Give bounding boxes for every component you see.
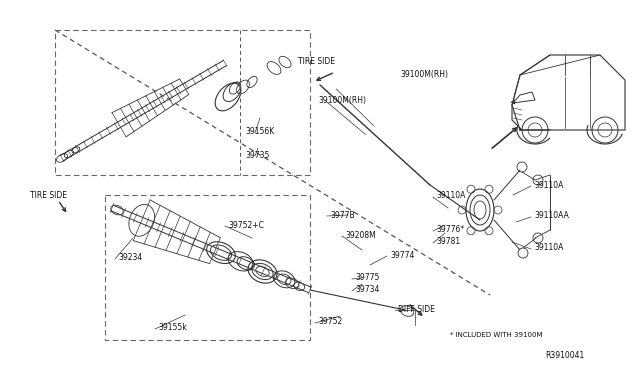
Text: 39234: 39234 — [118, 253, 142, 263]
Text: * INCLUDED WITH 39100M: * INCLUDED WITH 39100M — [450, 332, 543, 338]
Text: 39734: 39734 — [355, 285, 380, 295]
Text: 39100M(RH): 39100M(RH) — [400, 71, 448, 80]
Text: DIFF SIDE: DIFF SIDE — [398, 305, 435, 314]
Text: 39155k: 39155k — [158, 324, 187, 333]
Text: 39110A: 39110A — [534, 244, 563, 253]
Text: 39775: 39775 — [355, 273, 380, 282]
Text: 39110AA: 39110AA — [534, 212, 569, 221]
Text: 39752+C: 39752+C — [228, 221, 264, 230]
Text: 39208M: 39208M — [345, 231, 376, 240]
Text: 39110A: 39110A — [534, 180, 563, 189]
Text: 39776*: 39776* — [436, 225, 464, 234]
Text: R3910041: R3910041 — [545, 350, 584, 359]
Text: 3977B: 3977B — [330, 211, 355, 219]
Text: 39752: 39752 — [318, 317, 342, 327]
Text: 39156K: 39156K — [245, 128, 275, 137]
Text: 39110A: 39110A — [436, 192, 465, 201]
Text: TIRE SIDE: TIRE SIDE — [30, 190, 67, 199]
Text: 39100M(RH): 39100M(RH) — [318, 96, 366, 105]
Text: 39781: 39781 — [436, 237, 460, 247]
Text: TIRE SIDE: TIRE SIDE — [298, 58, 335, 67]
Text: 39774: 39774 — [390, 250, 414, 260]
Text: 39735: 39735 — [245, 151, 269, 160]
